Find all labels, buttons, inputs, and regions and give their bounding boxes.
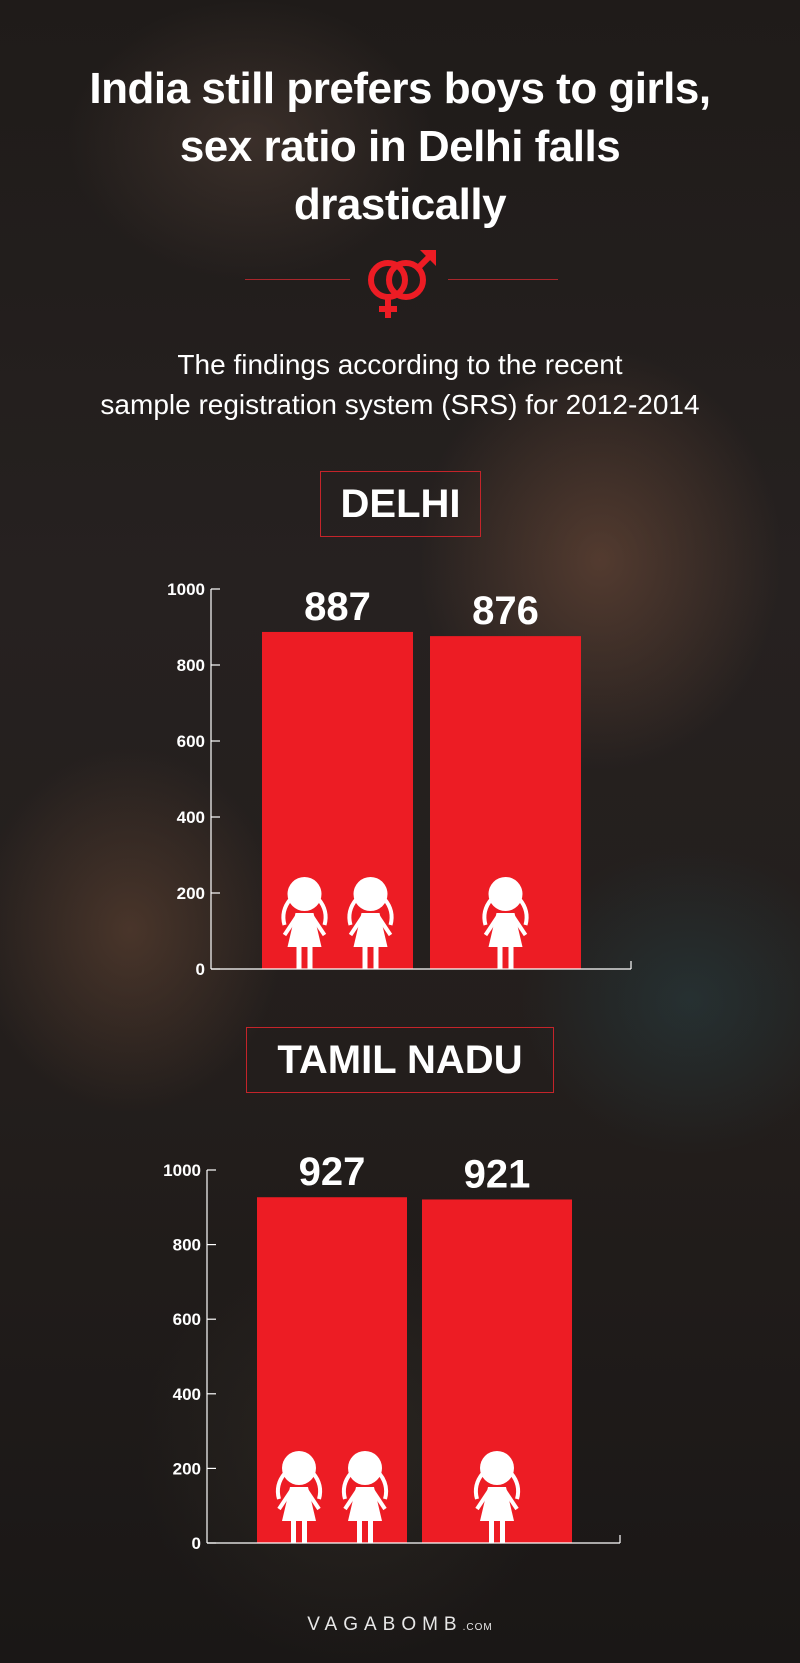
girl-figure-icon xyxy=(275,1451,323,1543)
girl-figure-icon xyxy=(347,877,394,969)
y-tick-label: 600 xyxy=(173,1310,201,1329)
y-tick-label: 0 xyxy=(196,960,205,979)
girl-figure-icon xyxy=(341,1451,389,1543)
y-tick-label: 800 xyxy=(177,656,205,675)
y-tick-label: 400 xyxy=(173,1385,201,1404)
data-label: 876 xyxy=(472,589,539,633)
page-title: India still prefers boys to girls, sex r… xyxy=(40,60,760,234)
y-tick-label: 800 xyxy=(173,1236,201,1255)
divider-left xyxy=(245,279,350,280)
y-tick-label: 1000 xyxy=(163,1161,201,1180)
y-tick-label: 200 xyxy=(173,1459,201,1478)
brand-suffix: .COM xyxy=(462,1622,493,1633)
title-line: sex ratio in Delhi falls xyxy=(179,122,621,171)
bar xyxy=(422,1199,572,1543)
girl-figure-icon xyxy=(281,877,328,969)
subtitle-line: sample registration system (SRS) for 201… xyxy=(100,389,700,420)
data-label: 927 xyxy=(299,1150,366,1194)
bar xyxy=(262,631,413,969)
data-label: 887 xyxy=(304,585,371,629)
y-tick-label: 600 xyxy=(177,732,205,751)
chart-title-delhi: DELHI xyxy=(320,471,481,537)
y-tick-label: 0 xyxy=(192,1534,201,1553)
female-male-symbol-icon xyxy=(368,250,436,318)
title-line: drastically xyxy=(293,180,507,229)
brand-logo: VAGABOMB.COM xyxy=(0,1614,800,1636)
y-tick-label: 200 xyxy=(177,884,205,903)
divider-right xyxy=(448,279,558,280)
title-line: India still prefers boys to girls, xyxy=(89,64,711,113)
bar xyxy=(257,1197,407,1543)
data-label: 921 xyxy=(464,1152,531,1196)
chart-title-tamil-nadu: TAMIL NADU xyxy=(246,1027,554,1093)
girl-figure-icon xyxy=(473,1451,521,1543)
subtitle: The findings according to the recent sam… xyxy=(20,345,780,425)
girl-figure-icon xyxy=(482,877,529,969)
y-tick-label: 400 xyxy=(177,808,205,827)
subtitle-line: The findings according to the recent xyxy=(177,349,623,380)
brand-name: VAGABOMB xyxy=(307,1614,463,1635)
y-tick-label: 1000 xyxy=(167,580,205,599)
